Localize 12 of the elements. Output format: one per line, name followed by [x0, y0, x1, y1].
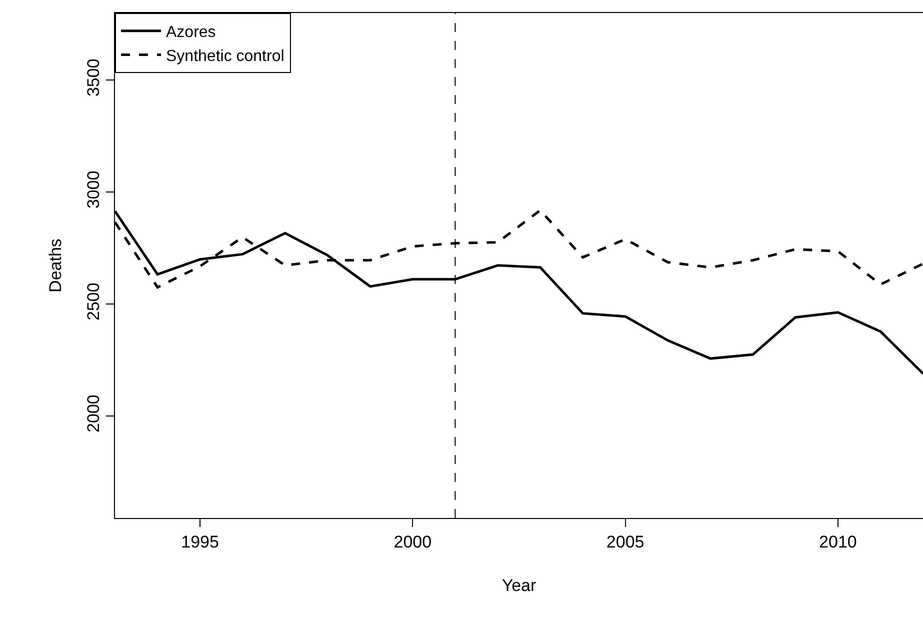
x-tick-label: 2010 [819, 532, 857, 552]
y-tick-label: 3500 [84, 58, 104, 97]
y-axis-title: Deaths [46, 238, 65, 292]
legend-label: Synthetic control [166, 48, 284, 65]
x-axis-title: Year [502, 576, 537, 595]
x-tick-label: 2000 [394, 532, 432, 552]
x-tick-label: 2005 [606, 532, 644, 552]
legend-label: Azores [166, 24, 216, 42]
y-tick-label: 2500 [84, 282, 104, 320]
y-tick-label: 3000 [84, 170, 104, 209]
y-tick-label: 2000 [84, 394, 104, 432]
x-tick-label: 1995 [181, 532, 219, 552]
